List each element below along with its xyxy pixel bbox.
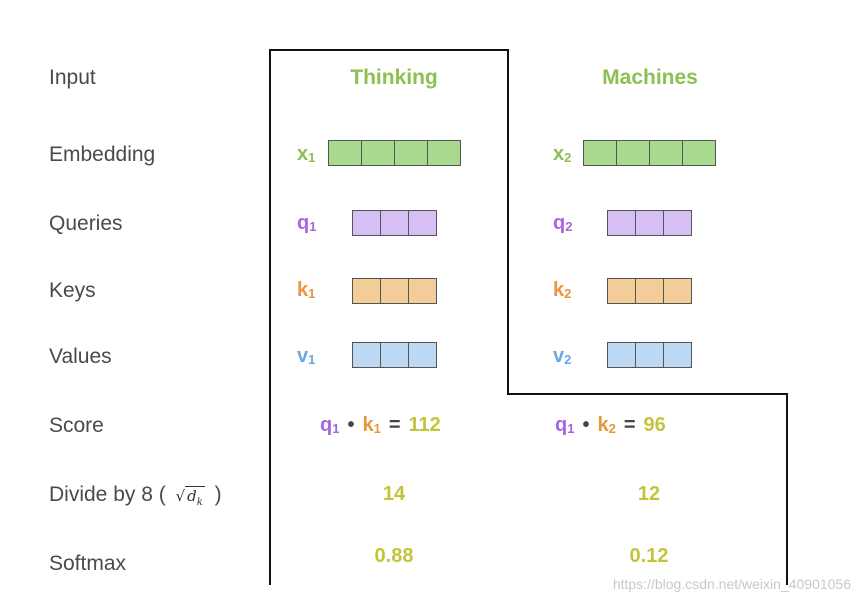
x2-cell [583,140,617,166]
sqrt-k: k [196,497,203,508]
score-1: q1 • k1 = 112 [320,414,441,437]
q2-cell [607,210,636,236]
label-score: Score [49,414,104,437]
q1-cell [408,210,437,236]
q1-cell [380,210,409,236]
v2-cell [607,342,636,368]
x2-cell [649,140,683,166]
k1-vector [352,278,437,304]
label-queries: Queries [49,212,123,235]
label-embedding: Embedding [49,143,156,166]
x1-label: x1 [297,143,316,165]
word-thinking: Thinking [350,66,438,89]
score2-q: q1 [555,414,575,436]
divide-1: 14 [382,483,406,505]
v1-cell [380,342,409,368]
v1-cell [352,342,381,368]
label-softmax: Softmax [49,552,127,575]
q2-cell [663,210,692,236]
label-keys: Keys [49,279,96,302]
score1-eq: = [388,414,401,436]
sqrt-radicand: dk [185,486,205,508]
k1-cell [352,278,381,304]
x2-cell [616,140,650,166]
label-values: Values [49,345,112,368]
v2-cell [635,342,664,368]
k2-label: k2 [553,279,572,301]
sqrt-symbol: √ [175,487,186,505]
score1-k: k1 [362,414,381,436]
x2-label: x2 [553,143,572,165]
divide-prefix: Divide by 8 ( [49,483,166,506]
divide-suffix: ) [214,483,222,506]
k2-cell [663,278,692,304]
k1-cell [380,278,409,304]
k1-cell [408,278,437,304]
watermark: https://blog.csdn.net/weixin_40901056 [612,576,851,592]
x1-cell [328,140,362,166]
score1-dot: • [347,414,355,436]
v1-cell [408,342,437,368]
k2-cell [607,278,636,304]
q2-label: q2 [553,212,573,234]
word-machines: Machines [602,66,698,89]
q1-cell [352,210,381,236]
x2-vector [583,140,716,166]
score2-k: k2 [597,414,616,436]
x2-cell [682,140,716,166]
v2-cell [663,342,692,368]
v1-label: v1 [297,345,316,367]
x1-vector [328,140,461,166]
softmax-2: 0.12 [629,545,669,567]
k1-label: k1 [297,279,316,301]
q1-vector [352,210,437,236]
x1-cell [427,140,461,166]
x1-cell [361,140,395,166]
q2-vector [607,210,692,236]
score-2: q1 • k2 = 96 [555,414,666,437]
softmax-1: 0.88 [374,545,414,567]
score1-value: 112 [408,414,441,436]
k2-cell [635,278,664,304]
q2-cell [635,210,664,236]
score2-dot: • [582,414,590,436]
label-input: Input [49,66,96,89]
x1-cell [394,140,428,166]
score2-value: 96 [643,414,666,436]
v2-label: v2 [553,345,572,367]
sqrt-dk: √ dk [175,486,205,508]
k2-vector [607,278,692,304]
score2-eq: = [623,414,636,436]
sqrt-d: d [187,487,197,505]
divide-2: 12 [637,483,661,505]
score1-q: q1 [320,414,340,436]
label-divide: Divide by 8 ( √ dk ) [49,483,222,508]
q1-label: q1 [297,212,317,234]
v1-vector [352,342,437,368]
v2-vector [607,342,692,368]
